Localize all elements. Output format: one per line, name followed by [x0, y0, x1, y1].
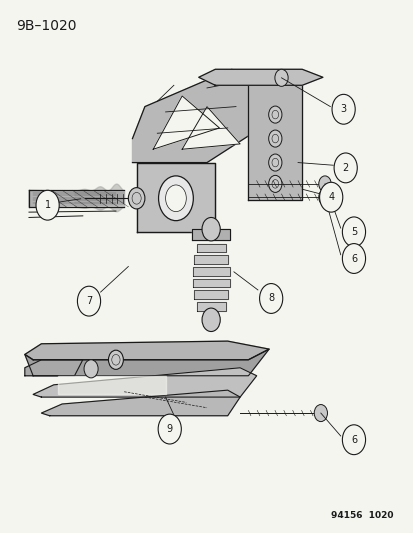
- Polygon shape: [194, 255, 228, 264]
- Polygon shape: [248, 83, 301, 200]
- Circle shape: [36, 190, 59, 220]
- Circle shape: [342, 425, 365, 455]
- Polygon shape: [192, 279, 229, 287]
- Polygon shape: [194, 290, 228, 299]
- Polygon shape: [198, 69, 322, 85]
- Polygon shape: [196, 244, 225, 252]
- Circle shape: [158, 414, 181, 444]
- Text: 9B–1020: 9B–1020: [17, 19, 77, 33]
- Polygon shape: [196, 302, 225, 311]
- Circle shape: [318, 176, 330, 192]
- Circle shape: [333, 153, 356, 183]
- Circle shape: [274, 69, 287, 86]
- Circle shape: [319, 182, 342, 212]
- Circle shape: [84, 360, 98, 378]
- Circle shape: [158, 176, 193, 221]
- Text: 3: 3: [340, 104, 346, 114]
- Text: 8: 8: [268, 294, 273, 303]
- Circle shape: [268, 130, 281, 147]
- Polygon shape: [136, 163, 215, 232]
- Circle shape: [342, 217, 365, 247]
- Circle shape: [268, 175, 281, 192]
- Circle shape: [202, 217, 220, 241]
- Circle shape: [108, 350, 123, 369]
- Text: 94156  1020: 94156 1020: [330, 511, 392, 520]
- Polygon shape: [29, 190, 124, 207]
- Polygon shape: [25, 349, 268, 376]
- Text: 1: 1: [45, 200, 50, 210]
- Circle shape: [165, 185, 186, 212]
- Circle shape: [128, 188, 145, 209]
- Polygon shape: [182, 107, 240, 149]
- Circle shape: [268, 106, 281, 123]
- Circle shape: [259, 284, 282, 313]
- Polygon shape: [132, 69, 281, 163]
- Polygon shape: [192, 267, 229, 276]
- Polygon shape: [58, 376, 165, 394]
- Polygon shape: [192, 229, 230, 240]
- Text: 7: 7: [85, 296, 92, 306]
- Circle shape: [268, 154, 281, 171]
- Circle shape: [318, 189, 330, 205]
- Polygon shape: [25, 341, 268, 360]
- Circle shape: [342, 244, 365, 273]
- Circle shape: [202, 308, 220, 332]
- Polygon shape: [41, 390, 240, 416]
- Circle shape: [313, 405, 327, 422]
- Text: 9: 9: [166, 424, 172, 434]
- Circle shape: [331, 94, 354, 124]
- Polygon shape: [33, 368, 256, 397]
- Polygon shape: [25, 360, 83, 376]
- Text: 6: 6: [350, 435, 356, 445]
- Text: 6: 6: [350, 254, 356, 263]
- Polygon shape: [153, 96, 219, 149]
- Circle shape: [77, 286, 100, 316]
- Text: 5: 5: [350, 227, 356, 237]
- Text: 4: 4: [328, 192, 333, 202]
- Text: 2: 2: [342, 163, 348, 173]
